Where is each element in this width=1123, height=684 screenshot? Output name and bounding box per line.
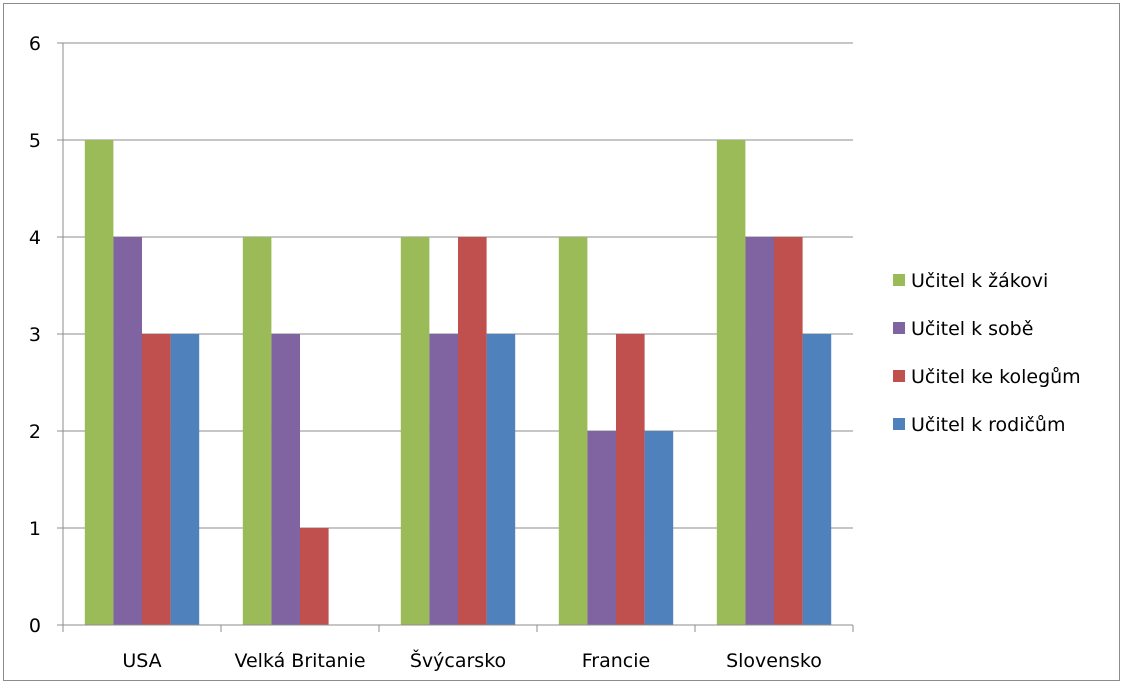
bars xyxy=(84,140,832,625)
y-tick-label: 6 xyxy=(29,33,41,55)
x-category-labels: USA Velká Britanie Švýcarsko Francie Slovens… xyxy=(122,648,822,672)
legend-swatch xyxy=(893,322,905,334)
x-category-label: USA xyxy=(122,650,161,672)
bar xyxy=(84,140,114,625)
y-tick-label: 3 xyxy=(29,324,41,346)
bar xyxy=(587,431,616,625)
bar xyxy=(429,334,458,625)
bar xyxy=(716,140,746,625)
x-category-label: Švýcarsko xyxy=(410,648,506,672)
bar xyxy=(400,237,430,625)
legend-label: Učitel k sobě xyxy=(911,318,1033,340)
legend-label: Učitel k žákovi xyxy=(911,270,1048,292)
bar xyxy=(774,237,803,625)
bar xyxy=(271,334,300,625)
bar xyxy=(802,334,832,625)
y-tick-label: 2 xyxy=(29,421,41,443)
x-category-label: Slovensko xyxy=(726,650,822,672)
y-tick-label: 4 xyxy=(29,227,41,249)
bar xyxy=(558,237,588,625)
y-tick-label: 1 xyxy=(29,518,41,540)
axes xyxy=(57,42,854,632)
x-category-label: Francie xyxy=(582,650,650,672)
bar xyxy=(242,237,272,625)
legend-swatch xyxy=(893,418,905,430)
y-tick-label: 0 xyxy=(29,615,41,637)
legend-swatch xyxy=(893,370,905,382)
bar xyxy=(113,237,142,625)
bar xyxy=(486,334,516,625)
x-category-label: Velká Britanie xyxy=(234,650,365,672)
y-tick-labels: 0 1 2 3 4 5 6 xyxy=(29,33,41,637)
legend-label: Učitel ke kolegům xyxy=(911,366,1081,388)
legend: Učitel k žákovi Učitel k sobě Učitel ke ko… xyxy=(893,270,1081,436)
legend-swatch xyxy=(893,274,905,286)
bar xyxy=(142,334,171,625)
bar xyxy=(644,431,674,625)
bar xyxy=(300,528,329,625)
legend-label: Učitel k rodičům xyxy=(911,414,1066,436)
bar xyxy=(616,334,645,625)
bar xyxy=(458,237,487,625)
bar xyxy=(745,237,774,625)
y-tick-label: 5 xyxy=(29,130,41,152)
bar xyxy=(170,334,200,625)
